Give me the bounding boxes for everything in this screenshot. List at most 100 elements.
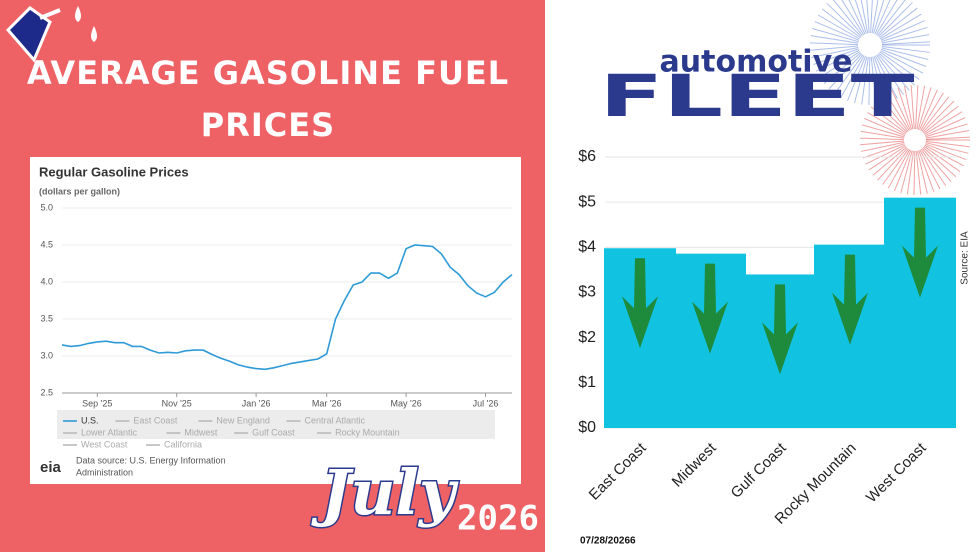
firework-ray <box>920 148 947 186</box>
y-tick-label: $6 <box>578 148 596 165</box>
firework-ray <box>861 56 869 105</box>
firework-ray <box>860 0 869 34</box>
firework-ray <box>878 2 913 37</box>
y-tick-label: $3 <box>578 284 596 301</box>
firework-ray <box>881 34 930 44</box>
down-arrow <box>622 258 658 349</box>
firework-ray <box>882 148 909 185</box>
firework-ray <box>904 85 914 130</box>
firework-ray <box>906 150 914 195</box>
firework-ray <box>841 0 865 36</box>
firework-ray <box>879 7 918 39</box>
firework-ray <box>873 0 885 34</box>
logo-bottom: FLEET <box>600 62 916 130</box>
y-tick-label: $0 <box>578 419 596 436</box>
y-tick-label: $1 <box>578 374 596 391</box>
firework-ray <box>875 55 898 99</box>
firework-ray <box>867 112 906 135</box>
firework-ray <box>921 96 950 132</box>
firework-ray <box>854 0 867 34</box>
firework-ray <box>924 144 964 167</box>
firework-ray <box>868 56 871 105</box>
firework-ray <box>865 144 906 165</box>
firework-ray <box>870 56 877 105</box>
firework-ray <box>925 143 967 161</box>
firework-ray <box>922 146 957 178</box>
legend-label: California <box>164 439 202 449</box>
firework-ray <box>864 118 906 137</box>
firework-ray <box>916 85 926 130</box>
firework-ray <box>923 145 961 172</box>
firework-ray <box>813 48 859 66</box>
firework-ray <box>919 89 938 131</box>
down-arrow <box>832 254 868 345</box>
firework-ray <box>874 0 891 35</box>
logo-top: automotive <box>660 45 853 80</box>
firework-ray <box>821 8 861 39</box>
pump-icon <box>5 6 97 63</box>
firework-ray <box>881 47 929 61</box>
firework-ray <box>819 51 861 79</box>
firework-ray <box>885 93 910 131</box>
page-title: AVERAGE GASOLINE FUEL <box>27 54 509 92</box>
firework-ray <box>872 146 907 176</box>
chart-subtitle: (dollars per gallon) <box>39 186 120 196</box>
y-tick-label: 2.5 <box>40 387 53 397</box>
firework-ray <box>913 150 916 196</box>
firework-ray <box>815 49 860 72</box>
firework-ray <box>881 26 928 42</box>
firework-ray <box>925 129 970 139</box>
firework-ray <box>870 106 907 134</box>
firework-ray <box>881 41 930 45</box>
firework-ray <box>860 130 905 139</box>
firework-ray <box>925 140 970 148</box>
firework-ray <box>823 52 862 84</box>
firework-ray <box>878 52 915 86</box>
firework-ray <box>810 42 859 46</box>
firework-ray <box>922 100 955 133</box>
date-text: 07/28/20266 <box>580 536 636 547</box>
firework-ray <box>876 0 906 36</box>
month-text: July <box>311 456 459 529</box>
firework-ray <box>811 47 859 58</box>
firework-ray <box>920 92 944 131</box>
x-tick-label: Nov '25 <box>162 398 192 408</box>
firework-ray <box>873 56 891 102</box>
chart-title: Regular Gasoline Prices <box>39 164 189 179</box>
line-series <box>61 244 513 371</box>
down-arrow <box>902 207 938 298</box>
legend-label: U.S. <box>81 415 99 425</box>
x-tick-label: Sep '25 <box>82 398 112 408</box>
source-logo: eia <box>40 459 62 476</box>
firework-ray <box>862 143 905 159</box>
firework-ray <box>840 55 865 98</box>
firework-ray <box>925 136 970 140</box>
firework-ray <box>916 150 928 194</box>
firework-ray <box>880 13 922 40</box>
x-tick-label: Mar '26 <box>312 398 342 408</box>
x-tick-label: May '26 <box>391 398 422 408</box>
legend-label: Lower Atlantic <box>81 427 138 437</box>
firework-ray <box>900 150 913 194</box>
firework-ray <box>848 0 866 35</box>
firework-ray <box>853 56 868 104</box>
firework-ray <box>810 35 859 44</box>
firework-ray <box>891 89 911 131</box>
firework-ray <box>915 85 919 130</box>
firework-ray <box>847 55 866 101</box>
firework-ray <box>910 85 915 130</box>
firework-ray <box>870 0 873 34</box>
firework-ray <box>881 48 927 67</box>
firework-ray <box>897 87 913 130</box>
firework-ray <box>881 45 930 53</box>
firework-ray <box>817 14 860 40</box>
firework-ray <box>877 53 910 91</box>
source-text: Source: EIA <box>960 231 971 285</box>
firework-ray <box>814 21 860 41</box>
firework-ray <box>923 105 959 134</box>
firework-ray <box>919 149 941 190</box>
firework-ray <box>876 54 904 96</box>
legend-label: West Coast <box>81 439 128 449</box>
firework-ray <box>861 141 905 152</box>
fireworks <box>810 0 970 196</box>
